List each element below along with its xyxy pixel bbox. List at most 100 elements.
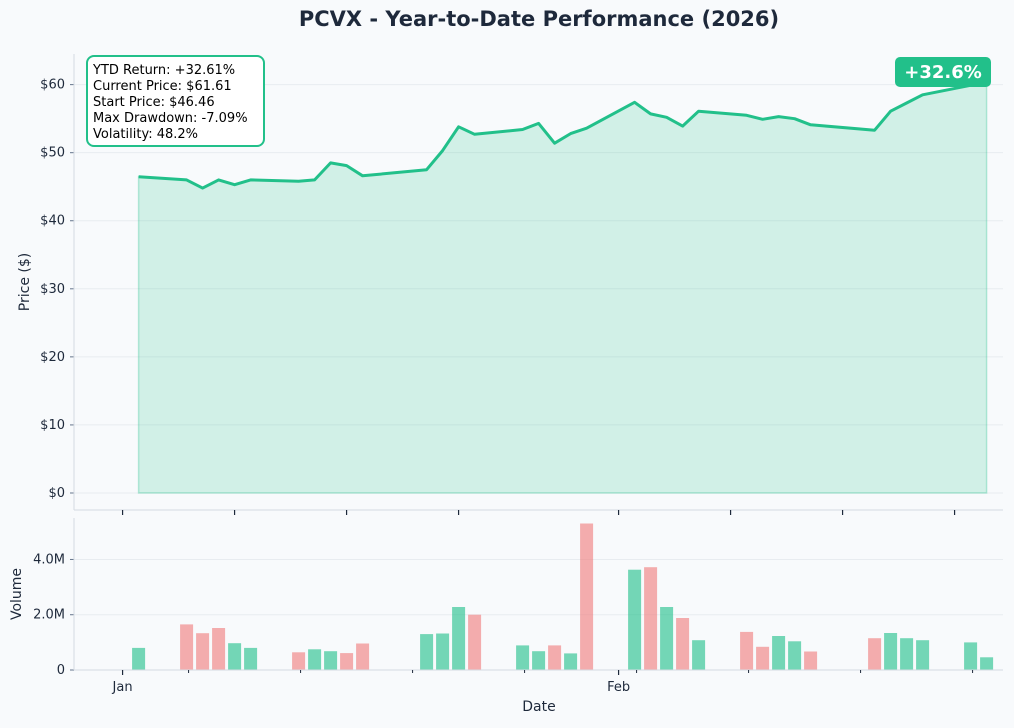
- price-point: [455, 123, 463, 131]
- price-point: [903, 99, 911, 107]
- volume-y-tick-label: 4.0M: [33, 552, 65, 567]
- price-point: [551, 139, 559, 147]
- volume-bar: [868, 638, 882, 670]
- price-point: [791, 115, 799, 123]
- volume-bar: [644, 567, 658, 670]
- price-point: [535, 119, 543, 127]
- volume-bar: [804, 651, 818, 670]
- volume-bar: [436, 633, 450, 670]
- price-point: [247, 176, 255, 184]
- x-tick-label: Jan: [112, 680, 133, 695]
- volume-bar: [564, 653, 578, 670]
- volume-bar: [308, 649, 322, 670]
- price-point: [327, 159, 335, 167]
- price-y-tick-label: $20: [40, 350, 65, 365]
- price-point: [679, 122, 687, 130]
- volume-bar: [660, 607, 674, 670]
- price-y-tick-label: $60: [40, 78, 65, 93]
- volume-bar: [196, 633, 210, 670]
- volume-y-tick-label: 0: [57, 663, 65, 678]
- volume-bar: [756, 646, 770, 670]
- volume-bar: [964, 642, 978, 670]
- price-point: [423, 166, 431, 174]
- price-area-fill: [137, 72, 988, 494]
- volume-bar: [628, 569, 642, 670]
- price-point: [887, 107, 895, 115]
- stats-box-frame: [86, 55, 265, 147]
- price-point: [359, 172, 367, 180]
- volume-bar: [532, 651, 546, 670]
- volume-bar: [228, 643, 242, 670]
- price-point: [343, 162, 351, 170]
- price-point: [919, 91, 927, 99]
- price-point: [775, 113, 783, 121]
- volume-bar: [180, 624, 194, 670]
- price-line: [138, 72, 988, 190]
- return-badge: +32.6%: [895, 57, 991, 87]
- volume-panel: 0 2.0M 4.0M Jan Feb Volume Date: [9, 518, 1003, 715]
- x-axis-label: Date: [522, 699, 555, 715]
- price-y-tick-label: $0: [48, 486, 65, 501]
- price-point: [471, 130, 479, 138]
- volume-bar: [356, 643, 370, 670]
- volume-bar: [916, 640, 930, 670]
- volume-bar: [900, 638, 914, 670]
- volume-y-tick-label: 2.0M: [33, 608, 65, 623]
- volume-bar: [740, 631, 754, 670]
- price-y-tick-label: $30: [40, 282, 65, 297]
- price-point: [743, 111, 751, 119]
- price-point: [311, 176, 319, 184]
- price-point: [631, 98, 639, 106]
- volume-bars: [132, 523, 994, 670]
- volume-bar: [292, 652, 306, 670]
- price-point: [663, 113, 671, 121]
- price-point: [135, 173, 143, 181]
- price-y-tick-label: $40: [40, 214, 65, 229]
- price-panel: $0 $10 $20 $30 $40 $50 $60 Price ($): [17, 54, 1003, 515]
- volume-bar: [324, 651, 338, 670]
- volume-bar: [980, 657, 994, 670]
- price-point: [583, 124, 591, 132]
- volume-bar: [132, 647, 146, 670]
- return-badge-bg: [895, 57, 991, 87]
- volume-bar: [452, 607, 466, 670]
- stat-start-price: Start Price: $46.46: [93, 95, 215, 110]
- price-point: [295, 177, 303, 185]
- price-y-ticks: $0 $10 $20 $30 $40 $50 $60: [40, 78, 74, 501]
- volume-bar: [340, 653, 354, 670]
- price-point: [695, 107, 703, 115]
- stat-ytd-return: YTD Return: +32.61%: [92, 63, 235, 78]
- stat-current-price: Current Price: $61.61: [93, 79, 232, 94]
- volume-bar: [580, 523, 594, 670]
- volume-x-ticks: Jan Feb: [112, 670, 630, 695]
- volume-y-ticks: 0 2.0M 4.0M: [33, 552, 74, 678]
- chart-title: PCVX - Year-to-Date Performance (2026): [299, 7, 779, 31]
- volume-bar: [468, 614, 482, 670]
- price-point: [439, 147, 447, 155]
- volume-bar: [676, 618, 690, 670]
- price-point: [759, 115, 767, 123]
- volume-bar: [772, 636, 786, 670]
- volume-bar: [788, 641, 802, 670]
- stat-volatility: Volatility: 48.2%: [93, 127, 198, 142]
- price-axes: [73, 54, 1003, 515]
- price-y-tick-label: $50: [40, 146, 65, 161]
- volume-bar: [420, 634, 434, 670]
- stat-max-drawdown: Max Drawdown: -7.09%: [93, 111, 248, 126]
- price-point: [183, 176, 191, 184]
- volume-y-axis-label: Volume: [9, 568, 25, 620]
- volume-bar: [692, 640, 706, 670]
- price-point: [807, 121, 815, 129]
- price-point: [567, 130, 575, 138]
- volume-bar: [516, 645, 530, 670]
- price-point: [199, 184, 207, 192]
- price-point: [647, 110, 655, 118]
- volume-bar: [548, 645, 562, 670]
- return-badge-label: +32.6%: [904, 62, 982, 83]
- volume-bar: [884, 633, 898, 670]
- volume-bar: [244, 647, 258, 670]
- volume-axes: [73, 518, 1003, 673]
- price-point: [519, 126, 527, 134]
